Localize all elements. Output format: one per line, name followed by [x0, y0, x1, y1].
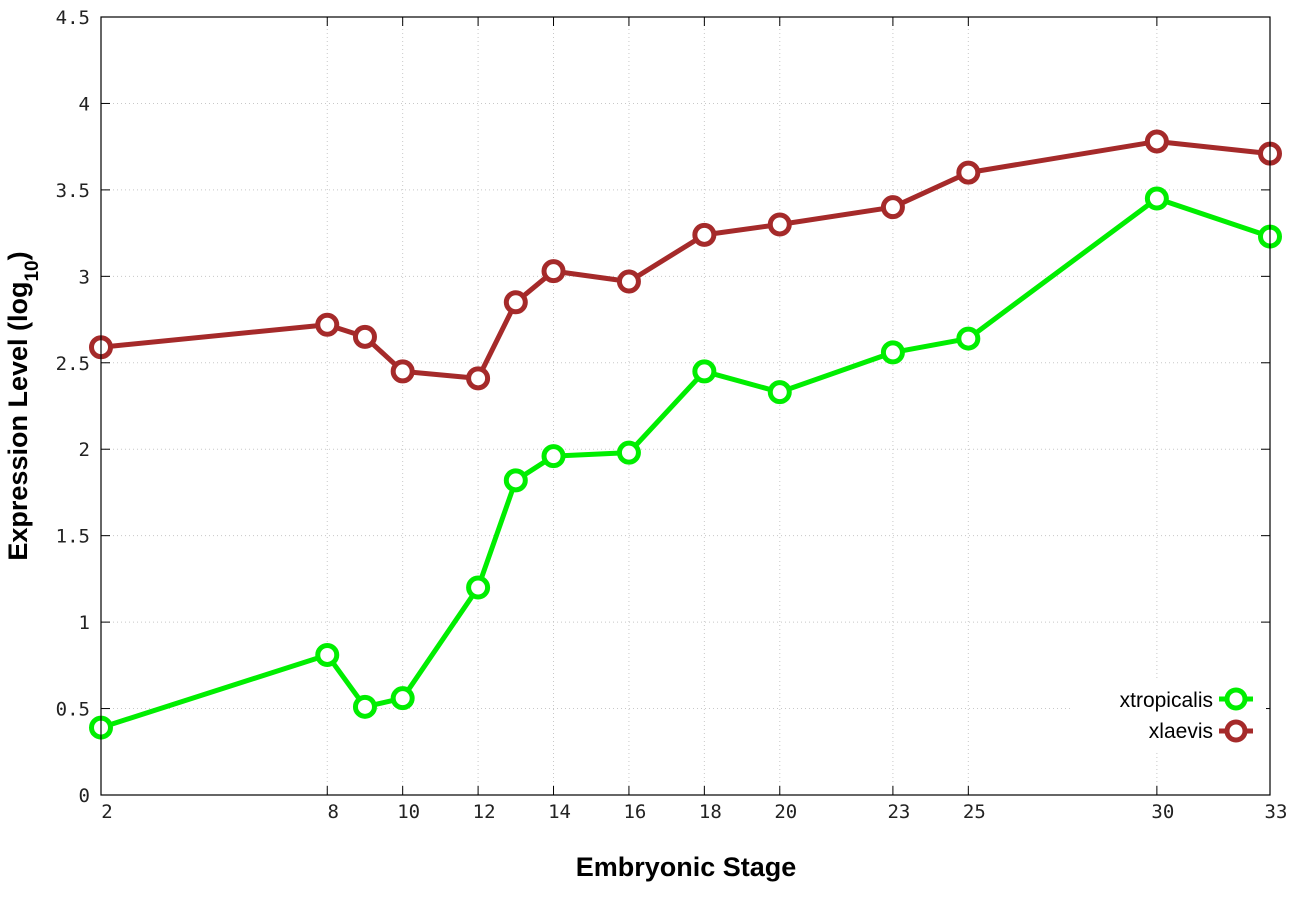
legend: xtropicalis xlaevis	[1070, 680, 1266, 752]
legend-swatch-marker-xlaevis	[1224, 719, 1248, 743]
data-point-xtropicalis	[956, 326, 981, 351]
data-point-xlaevis	[315, 312, 340, 337]
series-layer	[89, 129, 1282, 740]
y-tick-label: 4.5	[56, 7, 90, 29]
data-point-xtropicalis	[616, 440, 641, 465]
x-tick-label: 10	[397, 801, 420, 823]
data-point-xlaevis	[541, 259, 566, 284]
x-tick-label: 8	[328, 801, 339, 823]
legend-label-xtropicalis: xtropicalis	[1120, 689, 1213, 712]
data-point-xtropicalis	[880, 340, 905, 365]
y-axis-title-main: Expression Level (log	[3, 282, 33, 561]
x-tick-labels: 2 8 10 12 14 16 18 20 23 25 30 33	[101, 801, 1287, 823]
y-tick-label: 3.5	[56, 180, 90, 202]
legend-swatch-marker-xtropicalis	[1224, 687, 1248, 711]
x-tick-label: 18	[699, 801, 722, 823]
x-tick-label: 16	[623, 801, 646, 823]
series-xlaevis	[89, 129, 1282, 391]
data-point-xlaevis	[956, 160, 981, 185]
data-point-xlaevis	[1144, 129, 1169, 154]
axis-ticks	[100, 16, 1271, 796]
y-axis-title-end: )	[3, 251, 33, 260]
data-point-xlaevis	[390, 359, 415, 384]
data-point-xtropicalis	[503, 468, 528, 493]
data-point-xtropicalis	[1144, 186, 1169, 211]
y-axis-title-subscript: 10	[22, 260, 43, 281]
grid-lines	[101, 17, 1270, 795]
data-point-xtropicalis	[352, 694, 377, 719]
y-axis-title: Expression Level (log10)	[3, 251, 43, 560]
y-tick-labels: 0 0.5 1 1.5 2 2.5 3 3.5 4 4.5	[56, 7, 90, 807]
series-line-xtropicalis	[100, 196, 1271, 730]
x-tick-label: 33	[1265, 801, 1288, 823]
x-tick-label: 20	[774, 801, 797, 823]
y-tick-label: 3	[79, 266, 90, 288]
legend-label-xlaevis: xlaevis	[1149, 720, 1213, 743]
y-tick-label: 4	[79, 93, 90, 115]
x-tick-label: 14	[548, 801, 571, 823]
data-point-xlaevis	[692, 222, 717, 247]
x-tick-label: 23	[887, 801, 910, 823]
data-point-xtropicalis	[541, 444, 566, 469]
data-point-xlaevis	[767, 212, 792, 237]
data-point-xlaevis	[466, 366, 491, 391]
data-point-xlaevis	[616, 269, 641, 294]
series-line-xlaevis	[100, 138, 1271, 381]
data-point-xtropicalis	[315, 642, 340, 667]
y-tick-label: 1	[79, 612, 90, 634]
y-tick-label: 0.5	[56, 699, 90, 721]
data-point-xtropicalis	[390, 686, 415, 711]
y-tick-label: 2.5	[56, 353, 90, 375]
y-tick-label: 0	[79, 785, 90, 807]
data-point-xtropicalis	[767, 380, 792, 405]
series-xtropicalis	[89, 186, 1282, 740]
data-point-xlaevis	[503, 290, 528, 315]
data-point-xtropicalis	[466, 575, 491, 600]
y-tick-label: 2	[79, 439, 90, 461]
data-point-xlaevis	[352, 324, 377, 349]
x-tick-label: 12	[473, 801, 496, 823]
x-axis-title: Embryonic Stage	[576, 852, 797, 882]
data-point-xtropicalis	[692, 359, 717, 384]
data-point-xlaevis	[880, 195, 905, 220]
x-tick-label: 2	[101, 801, 112, 823]
plot-frame	[100, 16, 1271, 796]
y-tick-label: 1.5	[56, 526, 90, 548]
x-tick-label: 30	[1151, 801, 1174, 823]
x-tick-label: 25	[963, 801, 986, 823]
